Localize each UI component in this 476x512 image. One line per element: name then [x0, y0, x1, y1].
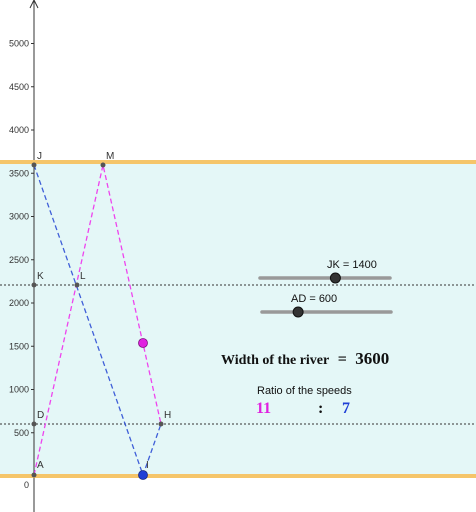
- point-j[interactable]: [31, 162, 37, 168]
- river-band: [0, 162, 476, 476]
- river-width-value: 3600: [355, 349, 389, 368]
- river-width-label: Width of the river: [221, 353, 329, 368]
- slider-ad-handle[interactable]: [292, 306, 304, 318]
- y-tick-label: 2000: [9, 298, 29, 308]
- ratio-title: Ratio of the speeds: [257, 385, 352, 397]
- point-a[interactable]: [31, 472, 37, 478]
- river-width-text: Width of the river = 3600: [221, 349, 389, 368]
- river-width-equals: =: [338, 351, 347, 368]
- point-h-label: H: [164, 410, 171, 421]
- point-l[interactable]: [74, 282, 80, 288]
- point-m[interactable]: [100, 162, 106, 168]
- y-tick-label: 4500: [9, 82, 29, 92]
- point-a-label: A: [37, 460, 44, 471]
- ratio-right-value: 7: [342, 400, 350, 417]
- point-d-label: D: [37, 410, 44, 421]
- magenta-boat-path: [33, 164, 162, 476]
- slider-jk-handle[interactable]: [329, 272, 341, 284]
- y-tick-label: 3000: [9, 212, 29, 222]
- slider-ad-label: AD = 600: [291, 293, 337, 305]
- ratio-colon: :: [318, 400, 323, 417]
- y-tick-label: 5000: [9, 39, 29, 49]
- y-tick-label: 1500: [9, 341, 29, 351]
- point-i-blue-boat[interactable]: [138, 470, 148, 480]
- y-tick-label: 500: [14, 428, 29, 438]
- y-tick-label: 4000: [9, 125, 29, 135]
- y-tick-label: 1000: [9, 385, 29, 395]
- magenta-boat-point[interactable]: [138, 338, 148, 348]
- y-axis-arrow: [29, 0, 39, 9]
- point-h[interactable]: [158, 421, 164, 427]
- point-k-label: K: [37, 271, 44, 282]
- point-d[interactable]: [31, 421, 37, 427]
- y-axis-ticks: 0 500 1000 1500 2000 2500 3000 3500 4000 4500 5000: [9, 39, 34, 490]
- y-tick-label: 2500: [9, 255, 29, 265]
- ratio-left-value: 11: [256, 400, 271, 417]
- point-j-label: J: [37, 151, 42, 162]
- y-tick-label: 0: [24, 480, 29, 490]
- point-k[interactable]: [31, 282, 37, 288]
- point-i-label: I: [146, 460, 149, 471]
- y-tick-label: 3500: [9, 168, 29, 178]
- slider-jk-label: JK = 1400: [327, 259, 377, 271]
- point-l-label: L: [80, 271, 86, 282]
- point-m-label: M: [106, 151, 114, 162]
